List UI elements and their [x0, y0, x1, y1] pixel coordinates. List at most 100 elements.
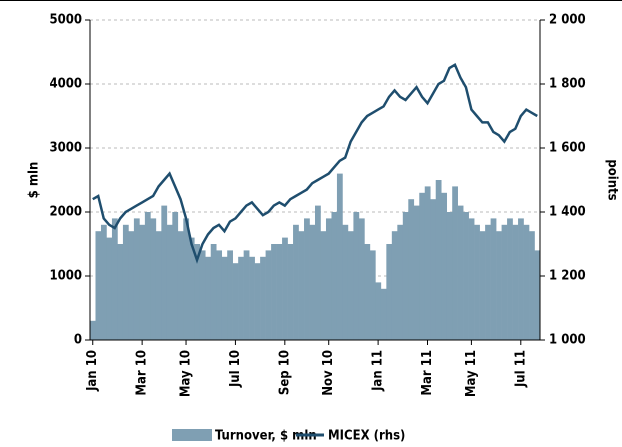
bar	[380, 288, 387, 340]
legend-label: MICEX (rhs)	[328, 429, 405, 444]
bar	[391, 231, 398, 340]
bar	[243, 250, 250, 340]
bar	[529, 231, 535, 340]
bar	[496, 231, 502, 340]
x-tick-label: Jul 11	[513, 350, 528, 388]
bar	[369, 250, 376, 340]
bar	[452, 186, 458, 340]
bar	[474, 224, 480, 340]
bar	[408, 199, 415, 340]
y2-tick-label: 1 600	[549, 141, 586, 156]
x-tick-label: Mar 11	[420, 350, 435, 396]
bar	[172, 212, 179, 340]
bar	[358, 218, 365, 340]
bar	[518, 218, 524, 340]
bar	[100, 224, 107, 340]
legend-swatch	[172, 429, 212, 441]
bar	[446, 212, 453, 340]
bar	[457, 205, 464, 340]
bar	[271, 244, 277, 340]
bar	[177, 231, 184, 340]
bar	[304, 218, 310, 340]
bar	[397, 224, 404, 340]
bar	[364, 244, 371, 340]
bar	[205, 256, 212, 340]
bar	[188, 237, 195, 340]
bar	[468, 218, 475, 340]
bar	[402, 212, 409, 340]
y2-tick-label: 1 400	[549, 205, 586, 220]
x-tick-label: Mar 10	[135, 350, 150, 396]
bar	[485, 224, 491, 340]
bar	[95, 231, 102, 340]
bar	[238, 256, 244, 340]
bar	[342, 224, 349, 340]
bar	[128, 231, 135, 340]
line	[92, 63, 538, 264]
bar	[386, 244, 393, 340]
y-tick-label: 1000	[49, 269, 82, 284]
bar	[298, 231, 305, 340]
bar	[419, 192, 426, 340]
bar	[161, 205, 168, 340]
bar	[309, 224, 316, 340]
bar	[133, 218, 140, 340]
bar	[293, 224, 299, 340]
bar	[183, 218, 190, 340]
bar	[287, 244, 294, 340]
bar	[232, 263, 239, 340]
y-axis-title: $ mln	[27, 162, 42, 199]
bar	[413, 205, 420, 340]
bar	[534, 250, 541, 340]
y-tick-label: 3000	[49, 141, 82, 156]
y2-tick-label: 1 000	[549, 333, 586, 348]
y-tick-label: 0	[74, 333, 82, 348]
bar	[435, 180, 442, 340]
bar	[139, 224, 146, 340]
bar	[260, 256, 266, 340]
y-tick-label: 4000	[49, 77, 82, 92]
bar	[490, 218, 497, 340]
bar	[375, 282, 382, 340]
x-tick-label: May 11	[464, 350, 479, 397]
bar	[210, 244, 217, 340]
y-tick-label: 2000	[49, 205, 82, 220]
y-tick-label: 5000	[49, 13, 82, 28]
bar	[221, 256, 228, 340]
bar	[523, 224, 530, 340]
y2-tick-label: 1 200	[549, 269, 586, 284]
bar	[166, 224, 173, 340]
y2-axis-title: points	[605, 159, 620, 200]
bar	[479, 231, 486, 340]
bar	[150, 218, 157, 340]
y2-tick-label: 2 000	[549, 13, 586, 28]
legend-label: Turnover, $ mln	[215, 429, 317, 444]
bar	[199, 250, 206, 340]
bar	[117, 244, 124, 340]
bar	[331, 212, 338, 340]
bar	[254, 263, 261, 340]
bar	[315, 205, 321, 340]
bar	[430, 199, 437, 340]
bar	[441, 192, 448, 340]
bar	[512, 224, 519, 340]
bar	[194, 244, 201, 340]
bar	[353, 212, 360, 340]
bar	[424, 186, 431, 340]
bar	[507, 218, 513, 340]
x-tick-label: May 10	[179, 350, 194, 397]
x-tick-label: Jan 10	[85, 350, 100, 392]
x-tick-label: Jan 11	[371, 350, 386, 392]
bar	[122, 224, 129, 340]
bar	[216, 250, 223, 340]
bar	[320, 231, 327, 340]
bar	[90, 320, 96, 340]
bar	[227, 250, 233, 340]
y2-tick-label: 1 800	[549, 77, 586, 92]
bar	[347, 231, 354, 340]
bar	[276, 244, 283, 340]
bar	[111, 218, 118, 340]
bar	[501, 224, 508, 340]
x-tick-label: Sep 10	[277, 350, 292, 395]
